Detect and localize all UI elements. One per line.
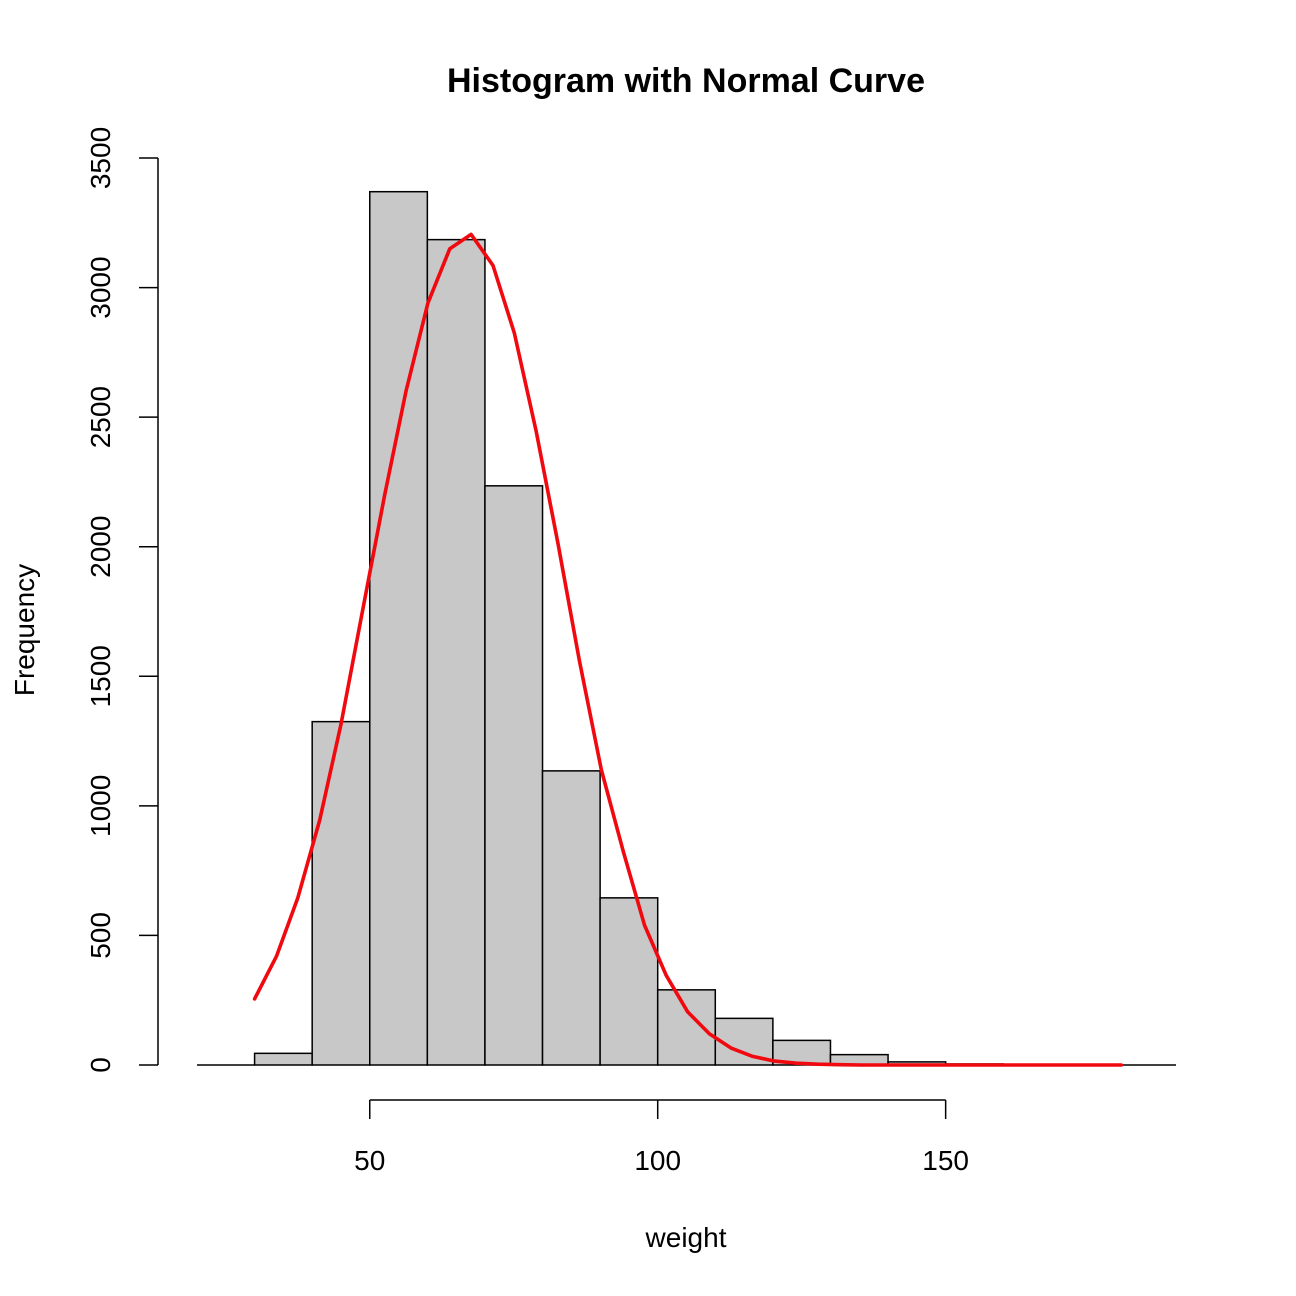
y-tick-label-2: 1000 [85, 775, 116, 837]
x-tick-label-1: 100 [634, 1145, 681, 1176]
y-tick-label-0: 0 [85, 1057, 116, 1073]
x-tick-label-0: 50 [354, 1145, 385, 1176]
x-axis: 50 100 150 [354, 1099, 969, 1176]
y-tick-label-4: 2000 [85, 516, 116, 578]
y-axis-title: Frequency [9, 564, 40, 696]
histogram-bar-6 [541, 770, 601, 1066]
histogram-bars [197, 190, 1176, 1066]
y-tick-label-5: 2500 [85, 386, 116, 448]
y-tick-label-1: 500 [85, 912, 116, 959]
chart-title: Histogram with Normal Curve [447, 62, 925, 100]
y-tick-label-6: 3000 [85, 256, 116, 318]
y-tick-label-7: 3500 [85, 127, 116, 189]
x-axis-title: weight [645, 1222, 727, 1253]
y-axis: 0 500 1000 1500 2000 2500 3000 3500 [85, 127, 159, 1073]
x-tick-label-2: 150 [922, 1145, 969, 1176]
histogram-bar-3 [369, 190, 429, 1066]
normal-curve-line [252, 232, 1124, 1067]
histogram-bar-4 [426, 238, 486, 1066]
histogram-bar-1 [253, 1052, 313, 1066]
histogram-bar-8 [656, 989, 717, 1066]
histogram-bar-5 [484, 485, 544, 1066]
histogram-bar-2 [311, 720, 371, 1066]
histogram-bar-7 [599, 897, 659, 1066]
y-tick-label-3: 1500 [85, 645, 116, 707]
